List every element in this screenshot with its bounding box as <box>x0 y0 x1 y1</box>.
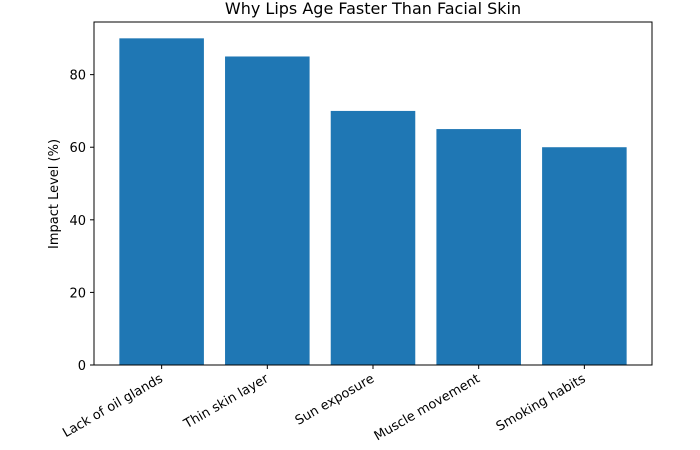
bar <box>436 129 521 365</box>
y-tick-label: 0 <box>78 359 86 374</box>
x-tick-label: Sun exposure <box>293 371 377 428</box>
bar <box>225 56 310 366</box>
y-tick-label: 40 <box>69 214 86 229</box>
chart-title: Why Lips Age Faster Than Facial Skin <box>225 0 521 18</box>
x-tick-label: Muscle movement <box>372 371 483 444</box>
x-tick-label: Lack of oil glands <box>60 371 166 441</box>
y-tick-label: 20 <box>69 286 86 301</box>
bar <box>330 110 416 365</box>
bar <box>542 147 627 365</box>
y-tick-label: 80 <box>69 69 86 84</box>
y-axis-label: Impact Level (%) <box>47 139 62 249</box>
x-tick-label: Thin skin layer <box>181 371 272 432</box>
x-tick-label: Smoking habits <box>494 371 589 434</box>
y-tick-label: 60 <box>69 141 86 156</box>
plot-frame <box>93 21 653 366</box>
bar <box>119 38 204 365</box>
